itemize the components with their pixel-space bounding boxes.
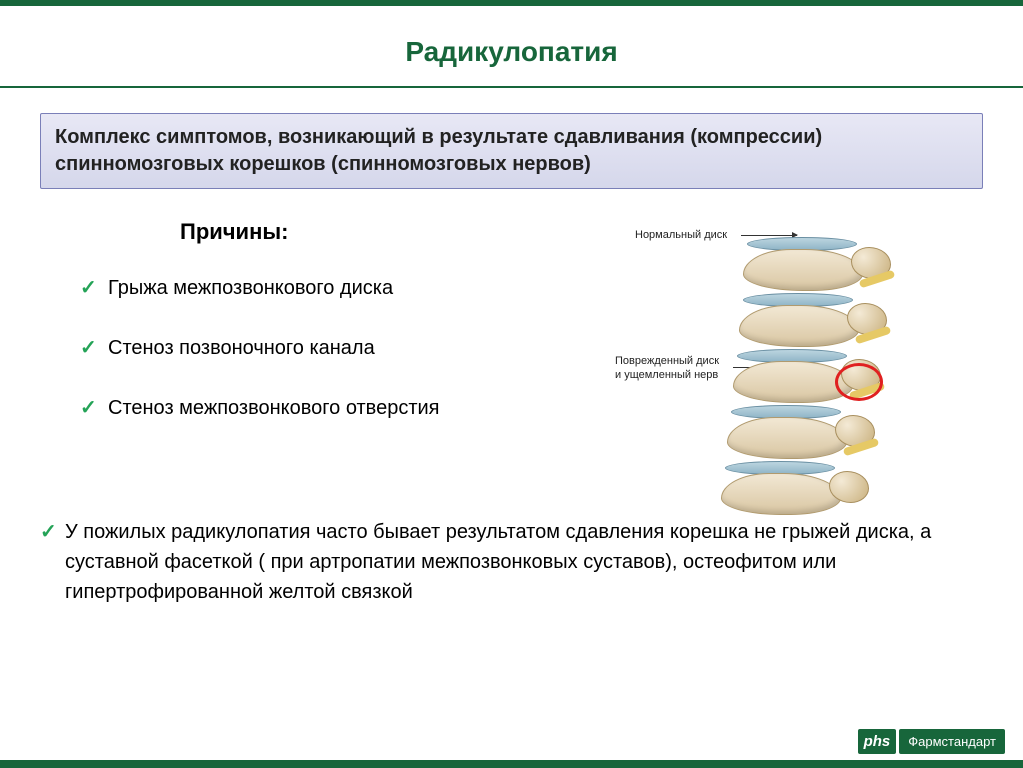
vertebra-shape [739,305,859,347]
definition-box: Комплекс симптомов, возникающий в резуль… [40,113,983,189]
bottom-accent-bar [0,760,1023,768]
spine-diagram: Нормальный диск Поврежденный диск и ущем… [683,227,903,507]
highlight-circle-icon [835,363,883,401]
top-accent-bar [0,0,1023,6]
vertebra-shape [743,249,863,291]
content-row: Причины: Грыжа межпозвонкового диска Сте… [0,219,1023,507]
text-column: Причины: Грыжа межпозвонкового диска Сте… [60,219,683,507]
list-item: Стеноз позвоночного канала [80,335,683,361]
vertebra-shape [721,473,841,515]
diagram-column: Нормальный диск Поврежденный диск и ущем… [683,219,963,507]
diagram-label-normal: Нормальный диск [635,229,727,241]
causes-list: Грыжа межпозвонкового диска Стеноз позво… [80,275,683,421]
arrow-icon [741,235,797,236]
list-item: Стеноз межпозвонкового отверстия [80,395,683,421]
logo-abbrev: phs [858,729,897,754]
vertebra-shape [727,417,847,459]
long-cause-item: У пожилых радикулопатия часто бывает рез… [0,517,1023,607]
diagram-label-damaged-2: и ущемленный нерв [615,369,718,381]
diagram-label-damaged-1: Поврежденный диск [615,355,719,367]
logo-name: Фармстандарт [899,729,1005,754]
process-shape [829,471,869,503]
title-underline [0,86,1023,88]
causes-heading: Причины: [180,219,683,245]
footer-logo: phs Фармстандарт [858,729,1005,754]
list-item: Грыжа межпозвонкового диска [80,275,683,301]
page-title: Радикулопатия [0,36,1023,68]
